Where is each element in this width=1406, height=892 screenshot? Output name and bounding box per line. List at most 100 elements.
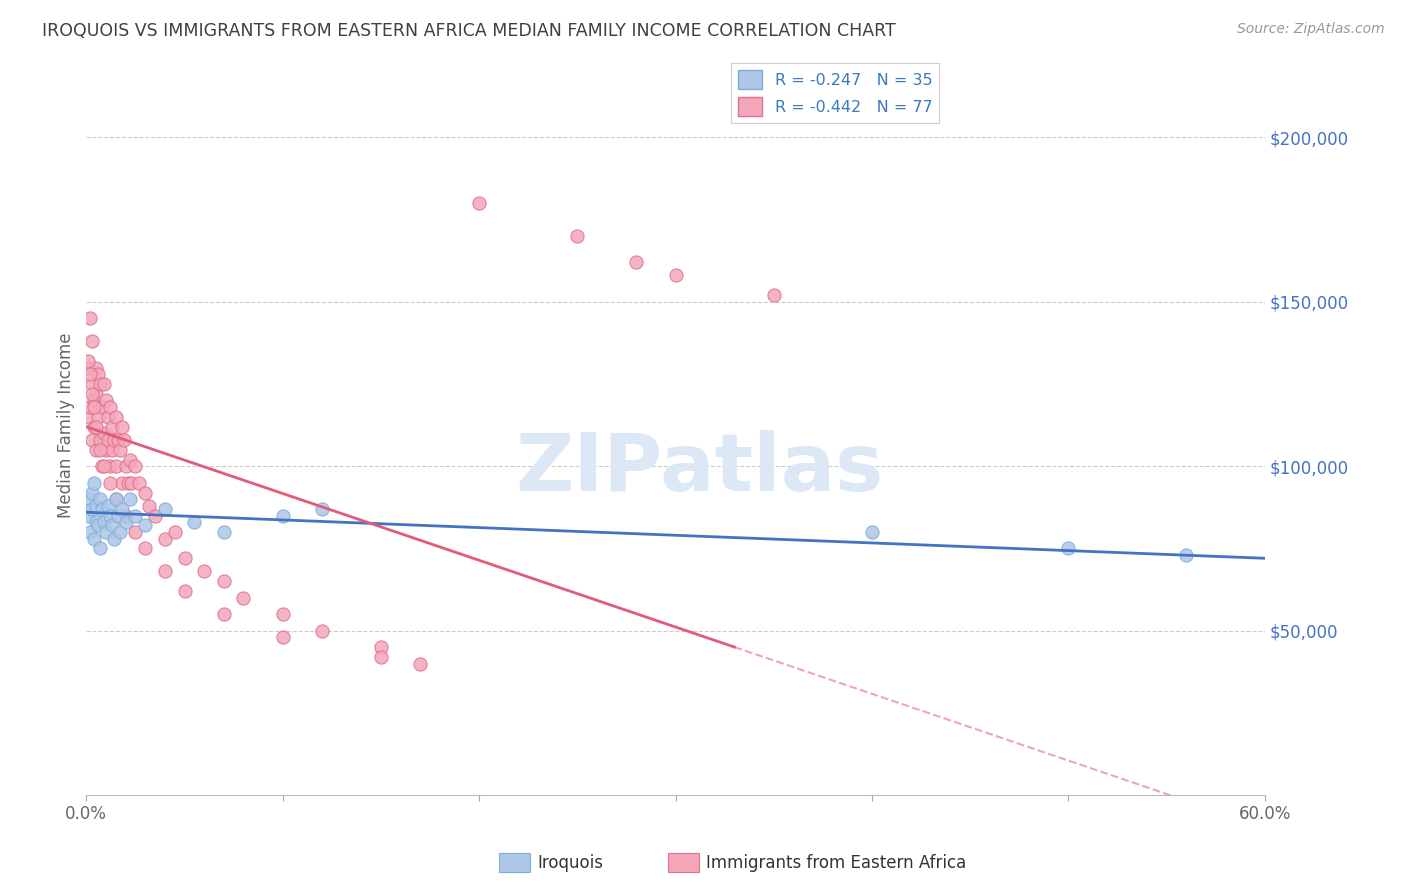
Text: Immigrants from Eastern Africa: Immigrants from Eastern Africa: [706, 854, 966, 871]
Point: [79, 367, 101, 381]
Point: [84, 419, 107, 434]
Point: [77, 409, 100, 424]
Point: [79, 492, 101, 507]
Point: [153, 502, 176, 516]
Point: [97, 409, 120, 424]
Point: [153, 565, 176, 579]
Text: Source: ZipAtlas.com: Source: ZipAtlas.com: [1237, 22, 1385, 37]
Point: [82, 334, 104, 349]
Point: [101, 419, 124, 434]
Y-axis label: Median Family Income: Median Family Income: [58, 333, 75, 518]
Point: [89, 376, 111, 391]
Point: [163, 524, 186, 539]
Point: [232, 591, 254, 605]
Point: [82, 485, 104, 500]
Point: [108, 524, 131, 539]
Point: [114, 508, 136, 523]
Point: [124, 508, 146, 523]
Point: [82, 387, 104, 401]
Point: [89, 541, 111, 556]
Point: [128, 475, 150, 490]
Text: IROQUOIS VS IMMIGRANTS FROM EASTERN AFRICA MEDIAN FAMILY INCOME CORRELATION CHAR: IROQUOIS VS IMMIGRANTS FROM EASTERN AFRI…: [42, 22, 896, 40]
Point: [626, 255, 648, 269]
Point: [124, 524, 146, 539]
Point: [112, 433, 135, 447]
Point: [94, 393, 117, 408]
Point: [79, 400, 101, 414]
Point: [121, 475, 143, 490]
Point: [101, 518, 124, 533]
Point: [91, 400, 114, 414]
Point: [183, 515, 205, 529]
Point: [82, 502, 104, 516]
Point: [82, 376, 104, 391]
Point: [111, 502, 134, 516]
Point: [98, 508, 121, 523]
Point: [94, 524, 117, 539]
Point: [111, 475, 134, 490]
Point: [193, 565, 215, 579]
Point: [153, 532, 176, 546]
Point: [118, 452, 141, 467]
Point: [93, 515, 115, 529]
Point: [114, 459, 136, 474]
Point: [311, 624, 333, 638]
Point: [84, 499, 107, 513]
Point: [117, 475, 139, 490]
Point: [79, 311, 101, 326]
Point: [212, 607, 235, 622]
Point: [104, 492, 127, 507]
Point: [143, 508, 166, 523]
Point: [97, 499, 120, 513]
Point: [93, 459, 115, 474]
Point: [762, 288, 785, 302]
Point: [77, 508, 100, 523]
Point: [134, 541, 156, 556]
Point: [118, 492, 141, 507]
Point: [114, 515, 136, 529]
Point: [107, 433, 129, 447]
Point: [89, 492, 111, 507]
Point: [173, 551, 195, 566]
Point: [664, 268, 686, 283]
Point: [103, 532, 125, 546]
Point: [567, 229, 589, 244]
Point: [1175, 548, 1198, 562]
Point: [111, 419, 134, 434]
Point: [93, 376, 115, 391]
Point: [98, 400, 121, 414]
Point: [83, 393, 105, 408]
Point: [77, 354, 100, 368]
Point: [84, 442, 107, 457]
Point: [83, 400, 105, 414]
Point: [87, 518, 110, 533]
Point: [79, 524, 101, 539]
Point: [271, 607, 294, 622]
Point: [212, 524, 235, 539]
Point: [134, 485, 156, 500]
Point: [91, 459, 114, 474]
Point: [82, 433, 104, 447]
Point: [370, 649, 392, 664]
Point: [89, 442, 111, 457]
Point: [87, 367, 110, 381]
Point: [104, 409, 127, 424]
Point: [84, 387, 107, 401]
Point: [84, 515, 107, 529]
Point: [101, 442, 124, 457]
Point: [83, 475, 105, 490]
Point: [83, 419, 105, 434]
Point: [468, 196, 491, 211]
Point: [104, 492, 127, 507]
Point: [97, 433, 120, 447]
Point: [87, 409, 110, 424]
Point: [103, 433, 125, 447]
Point: [271, 508, 294, 523]
Point: [1057, 541, 1080, 556]
Point: [98, 475, 121, 490]
Point: [93, 426, 115, 441]
Point: [173, 584, 195, 599]
Text: ZIPatlas: ZIPatlas: [515, 431, 883, 508]
Point: [107, 508, 129, 523]
Point: [89, 433, 111, 447]
